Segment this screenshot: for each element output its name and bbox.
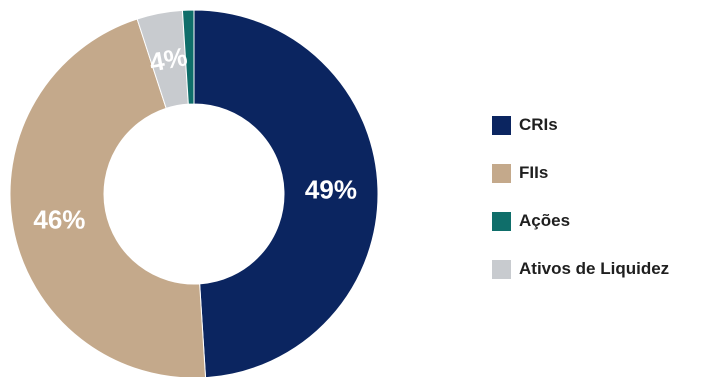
slice-labels: 49% 46% 4% <box>33 41 357 234</box>
legend-item-fiis: FIIs <box>492 162 669 184</box>
slice-label-cris: 49% <box>305 175 357 205</box>
slice-label-fiis: 46% <box>33 205 85 235</box>
legend-swatch-ativos-de-liquidez <box>492 259 511 279</box>
donut-slices <box>9 9 379 377</box>
legend-swatch-fiis <box>492 163 511 183</box>
legend-label-cris: CRIs <box>519 115 558 134</box>
slice-cris <box>193 9 379 377</box>
legend-swatch-cris <box>492 115 511 135</box>
legend-item-cris: CRIs <box>492 114 669 136</box>
legend-label-ativos-de-liquidez: Ativos de Liquidez <box>519 259 670 278</box>
slice-fiis <box>9 18 207 377</box>
legend-label-fiis: FIIs <box>519 163 549 182</box>
chart-legend: CRIs FIIs Ações Ativos de Liquidez <box>492 114 669 306</box>
legend-item-acoes: Ações <box>492 210 669 232</box>
legend-swatch-acoes <box>492 211 511 231</box>
slice-label-ativos-de-liquidez: 4% <box>147 41 190 78</box>
legend-item-ativos-de-liquidez: Ativos de Liquidez <box>492 258 669 280</box>
slice-acoes <box>181 9 195 105</box>
legend-label-acoes: Ações <box>519 211 571 230</box>
